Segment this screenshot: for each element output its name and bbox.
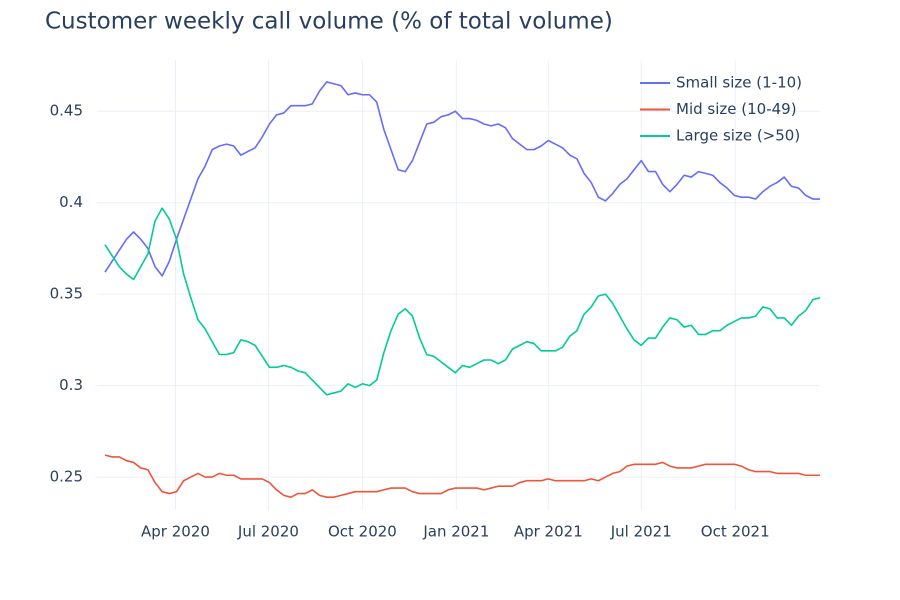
legend: Small size (1-10) Mid size (10-49) Large s… [640, 74, 802, 145]
x-tick-label: Apr 2021 [514, 523, 583, 541]
legend-label: Large size (>50) [676, 127, 800, 145]
y-tick-label: 0.35 [50, 285, 83, 303]
x-tick-label: Oct 2020 [328, 523, 397, 541]
legend-label: Mid size (10-49) [676, 100, 797, 118]
y-tick-label: 0.25 [50, 468, 83, 486]
x-tick-label: Jul 2021 [610, 523, 672, 541]
x-tick-label: Jul 2020 [237, 523, 299, 541]
series-line [104, 454, 820, 498]
y-tick-label: 0.45 [50, 102, 83, 120]
chart-title: Customer weekly call volume (% of total … [45, 9, 613, 35]
series-line [104, 81, 820, 277]
legend-label: Small size (1-10) [676, 74, 802, 92]
series-line [104, 207, 821, 396]
x-tick-label: Jan 2021 [422, 523, 489, 541]
y-tick-label: 0.4 [59, 193, 83, 211]
x-tick-label: Oct 2021 [701, 523, 770, 541]
y-tick-label: 0.3 [59, 376, 83, 394]
x-tick-label: Apr 2020 [141, 523, 210, 541]
